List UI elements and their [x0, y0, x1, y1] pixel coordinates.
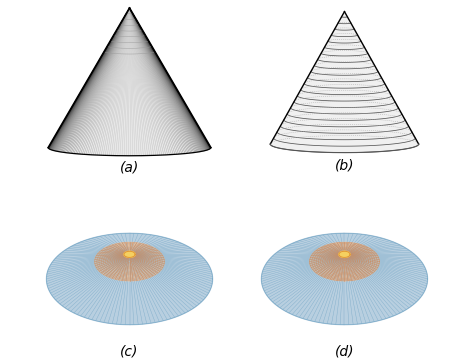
Polygon shape [270, 12, 419, 152]
Polygon shape [46, 233, 212, 325]
Polygon shape [262, 233, 428, 325]
Polygon shape [339, 251, 350, 257]
Polygon shape [95, 242, 164, 281]
Text: (c): (c) [120, 344, 139, 358]
Polygon shape [124, 251, 135, 257]
Text: (d): (d) [335, 344, 354, 358]
Text: (b): (b) [335, 158, 354, 172]
Polygon shape [310, 242, 379, 281]
Polygon shape [48, 8, 211, 156]
Text: (a): (a) [120, 160, 139, 174]
